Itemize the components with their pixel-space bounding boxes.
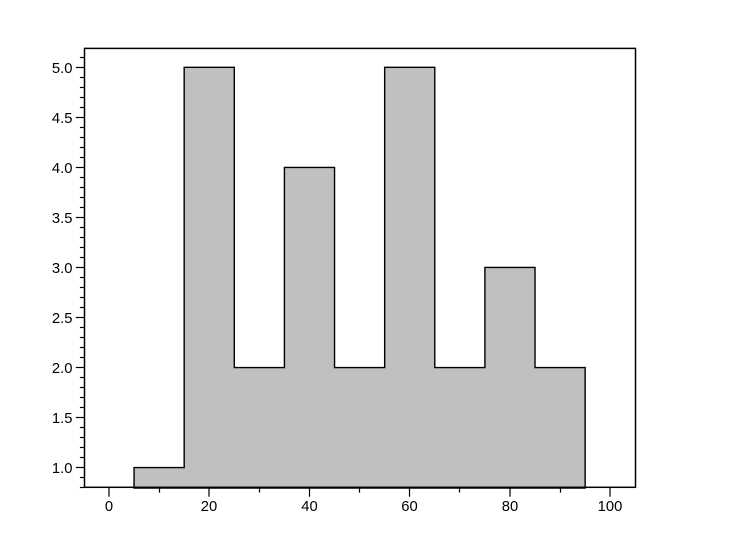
svg-text:20: 20 <box>201 499 217 515</box>
svg-text:2.5: 2.5 <box>52 311 73 327</box>
svg-text:1.0: 1.0 <box>52 461 73 477</box>
svg-text:5.0: 5.0 <box>52 61 73 77</box>
svg-text:4.5: 4.5 <box>52 111 73 127</box>
svg-text:40: 40 <box>301 499 317 515</box>
svg-text:80: 80 <box>502 499 518 515</box>
svg-text:3.0: 3.0 <box>52 261 73 277</box>
svg-text:4.0: 4.0 <box>52 161 73 177</box>
svg-text:3.5: 3.5 <box>52 211 73 227</box>
svg-text:0: 0 <box>105 499 113 515</box>
svg-text:100: 100 <box>598 499 623 515</box>
svg-text:2.0: 2.0 <box>52 361 73 377</box>
svg-text:1.5: 1.5 <box>52 411 73 427</box>
svg-text:60: 60 <box>401 499 417 515</box>
